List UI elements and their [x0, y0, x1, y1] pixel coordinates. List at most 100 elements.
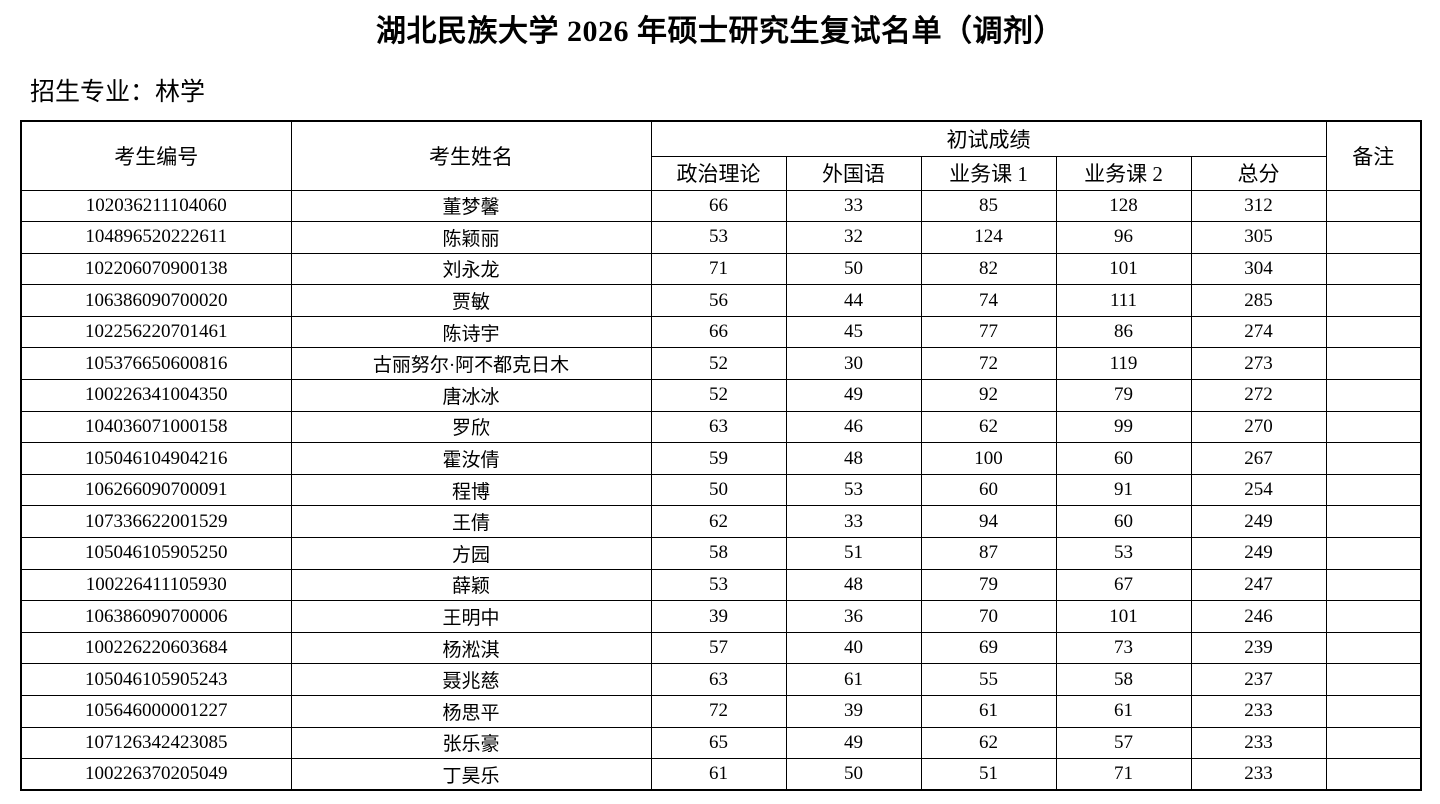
cell-politics: 50	[650, 473, 787, 507]
cell-politics: 63	[650, 663, 787, 696]
table-row: 105046105905250 方园 58 51 87 53 249	[20, 537, 1422, 570]
cell-candidate-id: 104036071000158	[20, 410, 292, 444]
table-row: 106386090700006 王明中 39 36 70 101 246	[20, 600, 1422, 633]
cell-foreign-language: 49	[785, 726, 922, 760]
cell-major-course-1: 92	[920, 379, 1057, 412]
cell-candidate-name: 霍汝倩	[290, 442, 652, 475]
cell-politics: 62	[650, 505, 787, 539]
cell-foreign-language: 36	[785, 600, 922, 633]
cell-total: 237	[1190, 663, 1327, 696]
cell-politics: 71	[650, 252, 787, 286]
cell-politics: 72	[650, 695, 787, 728]
cell-major-course-2: 53	[1055, 537, 1192, 570]
table-row: 107126342423085 张乐豪 65 49 62 57 233	[20, 726, 1422, 760]
header-foreign-language: 外国语	[785, 155, 922, 191]
cell-total: 270	[1190, 410, 1327, 444]
cell-politics: 57	[650, 631, 787, 665]
cell-politics: 53	[650, 221, 787, 254]
cell-total: 233	[1190, 758, 1327, 791]
major-label: 招生专业：林学	[30, 79, 206, 106]
cell-remark	[1325, 221, 1422, 254]
cell-total: 273	[1190, 347, 1327, 381]
cell-foreign-language: 51	[785, 537, 922, 570]
cell-candidate-id: 107336622001529	[20, 505, 292, 539]
cell-remark	[1325, 663, 1422, 696]
cell-total: 272	[1190, 379, 1327, 412]
cell-major-course-1: 85	[920, 189, 1057, 223]
cell-remark	[1325, 537, 1422, 570]
cell-politics: 63	[650, 410, 787, 444]
cell-major-course-2: 99	[1055, 410, 1192, 444]
cell-remark	[1325, 473, 1422, 507]
cell-total: 249	[1190, 537, 1327, 570]
cell-foreign-language: 40	[785, 631, 922, 665]
table-row: 105646000001227 杨思平 72 39 61 61 233	[20, 695, 1422, 728]
cell-candidate-name: 杨思平	[290, 695, 652, 728]
cell-major-course-1: 61	[920, 695, 1057, 728]
cell-candidate-id: 106386090700006	[20, 600, 292, 633]
cell-candidate-id: 107126342423085	[20, 726, 292, 760]
cell-major-course-1: 82	[920, 252, 1057, 286]
table-row: 100226411105930 薛颖 53 48 79 67 247	[20, 568, 1422, 602]
cell-politics: 66	[650, 315, 787, 349]
cell-major-course-2: 60	[1055, 505, 1192, 539]
cell-candidate-name: 贾敏	[290, 284, 652, 317]
header-remarks: 备注	[1325, 120, 1422, 191]
table-row: 102036211104060 董梦馨 66 33 85 128 312	[20, 189, 1422, 223]
cell-major-course-1: 51	[920, 758, 1057, 791]
cell-candidate-name: 陈颖丽	[290, 221, 652, 254]
cell-candidate-name: 罗欣	[290, 410, 652, 444]
cell-total: 233	[1190, 695, 1327, 728]
cell-foreign-language: 61	[785, 663, 922, 696]
cell-foreign-language: 44	[785, 284, 922, 317]
table-row: 104036071000158 罗欣 63 46 62 99 270	[20, 410, 1422, 444]
cell-remark	[1325, 410, 1422, 444]
table-row: 107336622001529 王倩 62 33 94 60 249	[20, 505, 1422, 539]
cell-major-course-2: 57	[1055, 726, 1192, 760]
cell-foreign-language: 33	[785, 505, 922, 539]
table-row: 105046104904216 霍汝倩 59 48 100 60 267	[20, 442, 1422, 475]
cell-major-course-2: 111	[1055, 284, 1192, 317]
cell-candidate-id: 102206070900138	[20, 252, 292, 286]
header-total: 总分	[1190, 155, 1327, 191]
header-major-course-1: 业务课 1	[920, 155, 1057, 191]
cell-candidate-name: 聂兆慈	[290, 663, 652, 696]
cell-foreign-language: 53	[785, 473, 922, 507]
cell-major-course-2: 61	[1055, 695, 1192, 728]
table-row: 100226341004350 唐冰冰 52 49 92 79 272	[20, 379, 1422, 412]
roster-table-header: 考生编号 考生姓名 初试成绩 备注 政治理论 外国语 业务课 1 业务课 2 总…	[20, 120, 1422, 191]
cell-candidate-id: 104896520222611	[20, 221, 292, 254]
cell-candidate-name: 王明中	[290, 600, 652, 633]
cell-candidate-id: 100226411105930	[20, 568, 292, 602]
cell-foreign-language: 33	[785, 189, 922, 223]
cell-major-course-1: 62	[920, 726, 1057, 760]
cell-candidate-name: 程博	[290, 473, 652, 507]
cell-remark	[1325, 347, 1422, 381]
table-row: 106266090700091 程博 50 53 60 91 254	[20, 473, 1422, 507]
table-row: 100226370205049 丁昊乐 61 50 51 71 233	[20, 758, 1422, 791]
cell-foreign-language: 39	[785, 695, 922, 728]
cell-politics: 52	[650, 379, 787, 412]
cell-major-course-1: 60	[920, 473, 1057, 507]
cell-remark	[1325, 284, 1422, 317]
cell-candidate-name: 丁昊乐	[290, 758, 652, 791]
cell-major-course-1: 94	[920, 505, 1057, 539]
cell-major-course-1: 79	[920, 568, 1057, 602]
header-candidate-id: 考生编号	[20, 120, 292, 191]
header-major-course-2: 业务课 2	[1055, 155, 1192, 191]
cell-candidate-name: 杨淞淇	[290, 631, 652, 665]
cell-major-course-1: 87	[920, 537, 1057, 570]
cell-major-course-2: 79	[1055, 379, 1192, 412]
table-row: 102206070900138 刘永龙 71 50 82 101 304	[20, 252, 1422, 286]
table-row: 105046105905243 聂兆慈 63 61 55 58 237	[20, 663, 1422, 696]
cell-foreign-language: 45	[785, 315, 922, 349]
cell-total: 285	[1190, 284, 1327, 317]
cell-candidate-name: 张乐豪	[290, 726, 652, 760]
cell-remark	[1325, 568, 1422, 602]
cell-total: 274	[1190, 315, 1327, 349]
cell-foreign-language: 32	[785, 221, 922, 254]
header-candidate-name: 考生姓名	[290, 120, 652, 191]
cell-foreign-language: 50	[785, 758, 922, 791]
cell-foreign-language: 30	[785, 347, 922, 381]
roster-table: 考生编号 考生姓名 初试成绩 备注 政治理论 外国语 业务课 1 业务课 2 总…	[20, 120, 1422, 792]
